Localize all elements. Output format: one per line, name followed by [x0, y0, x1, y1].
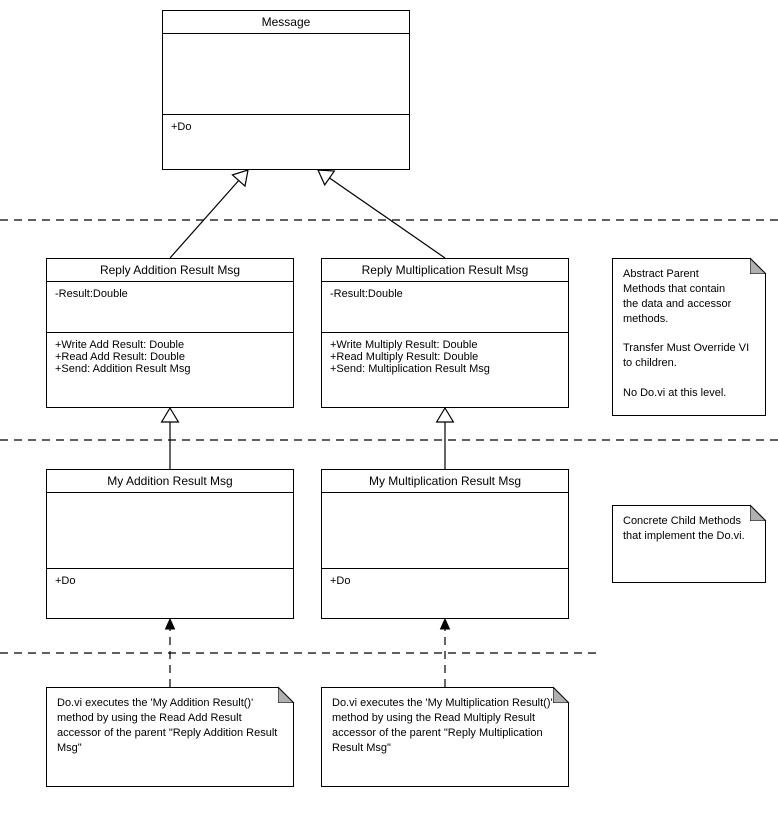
class-attributes	[47, 493, 293, 569]
note-concrete-child: Concrete Child Methods that implement th…	[612, 505, 766, 583]
class-title: My Addition Result Msg	[47, 470, 293, 493]
class-title: Message	[163, 11, 409, 34]
class-my-addition: My Addition Result Msg +Do	[46, 469, 294, 619]
inheritance-arrowhead-icon	[162, 408, 179, 422]
inheritance-arrowhead-icon	[437, 408, 454, 422]
class-operations: +Write Add Result: Double +Read Add Resu…	[47, 333, 293, 381]
inheritance-arrowhead-icon	[232, 170, 248, 186]
note-text: Do.vi executes the 'My Multiplication Re…	[332, 696, 558, 755]
class-message: Message +Do	[162, 10, 410, 170]
inheritance-edge	[330, 178, 445, 258]
note-text: Abstract Parent Methods that contain the…	[623, 267, 755, 401]
class-my-multiplication: My Multiplication Result Msg +Do	[321, 469, 569, 619]
note-abstract-parent: Abstract Parent Methods that contain the…	[612, 258, 766, 416]
class-operations: +Do	[47, 569, 293, 593]
class-reply-multiplication: Reply Multiplication Result Msg -Result:…	[321, 258, 569, 408]
class-title: My Multiplication Result Msg	[322, 470, 568, 493]
diagram-canvas: Message +Do Reply Addition Result Msg -R…	[0, 0, 778, 814]
class-operations: +Do	[163, 115, 409, 139]
note-text: Do.vi executes the 'My Addition Result()…	[57, 696, 283, 755]
inheritance-arrowhead-icon	[318, 170, 334, 185]
note-do-addition: Do.vi executes the 'My Addition Result()…	[46, 687, 294, 787]
class-attributes	[322, 493, 568, 569]
class-attributes	[163, 34, 409, 115]
note-anchor-arrowhead-icon	[166, 619, 175, 629]
class-attributes: -Result:Double	[322, 282, 568, 333]
class-operations: +Write Multiply Result: Double +Read Mul…	[322, 333, 568, 381]
inheritance-edge	[170, 180, 239, 258]
note-do-multiplication: Do.vi executes the 'My Multiplication Re…	[321, 687, 569, 787]
class-reply-addition: Reply Addition Result Msg -Result:Double…	[46, 258, 294, 408]
class-title: Reply Multiplication Result Msg	[322, 259, 568, 282]
note-anchor-arrowhead-icon	[441, 619, 450, 629]
class-attributes: -Result:Double	[47, 282, 293, 333]
class-title: Reply Addition Result Msg	[47, 259, 293, 282]
note-text: Concrete Child Methods that implement th…	[623, 514, 755, 544]
class-operations: +Do	[322, 569, 568, 593]
